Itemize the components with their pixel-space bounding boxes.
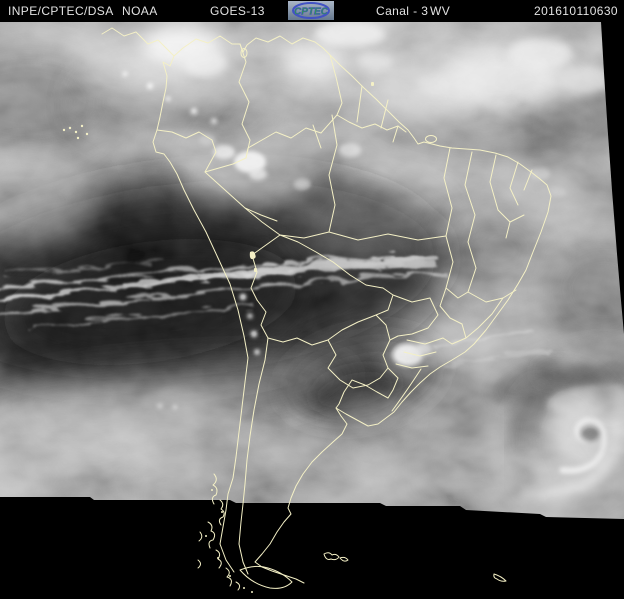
patagonia-islets bbox=[205, 489, 253, 593]
state-ap bbox=[392, 125, 399, 143]
lagoon-line bbox=[391, 368, 422, 412]
lake-poopo bbox=[254, 268, 257, 272]
border-guy-ven bbox=[329, 54, 343, 116]
state-pi-ce bbox=[489, 154, 499, 211]
marajo-island bbox=[425, 135, 437, 143]
state-to-go bbox=[445, 235, 469, 299]
border-chi-arg bbox=[238, 337, 269, 575]
clouds-layer bbox=[0, 18, 624, 594]
map-overlay bbox=[62, 27, 552, 593]
timestamp-label: 201610110630 bbox=[534, 4, 618, 18]
falkland-islands bbox=[323, 552, 349, 562]
south-georgia bbox=[493, 573, 507, 582]
border-bol-par bbox=[327, 314, 377, 341]
cptec-logo: CPTEC bbox=[288, 1, 334, 20]
border-ven-bra bbox=[245, 114, 338, 159]
border-arg-bra bbox=[387, 367, 399, 399]
border-bol-chi bbox=[256, 299, 269, 339]
channel-label: Canal - 3 bbox=[376, 4, 429, 18]
border-guy-sur bbox=[356, 85, 363, 123]
coast-pacific bbox=[101, 27, 249, 573]
border-peru-bol bbox=[250, 234, 281, 301]
border-bol-arg bbox=[267, 337, 329, 346]
coast-atlantic bbox=[173, 35, 552, 584]
cptec-logo-text: CPTEC bbox=[294, 7, 329, 18]
state-ms bbox=[389, 294, 439, 341]
header-bar: INPE/CPTEC/DSA NOAA GOES-13 CPTEC Canal … bbox=[0, 0, 624, 22]
state-am-south bbox=[279, 231, 330, 239]
state-ce-rn bbox=[509, 161, 533, 206]
satellite-image bbox=[0, 18, 624, 594]
state-south bbox=[395, 337, 444, 369]
guri-lake bbox=[371, 82, 374, 86]
state-pa-south bbox=[328, 231, 447, 241]
state-rr bbox=[312, 124, 322, 149]
galapagos-islands bbox=[62, 124, 89, 140]
border-par-arg bbox=[327, 339, 389, 389]
cptec-logo-graphic: CPTEC bbox=[288, 1, 334, 20]
border-uru-arg bbox=[335, 379, 353, 409]
state-ac bbox=[244, 207, 278, 222]
state-go-mg bbox=[439, 287, 463, 325]
agency-label: INPE/CPTEC/DSA bbox=[8, 4, 114, 18]
tierra-del-fuego bbox=[239, 565, 293, 589]
satellite-scene bbox=[0, 18, 624, 594]
noaa-label: NOAA bbox=[122, 4, 158, 18]
border-sur-frg bbox=[380, 99, 389, 129]
space-mask bbox=[0, 22, 624, 594]
border-col-peru bbox=[198, 131, 217, 173]
state-ne-junction bbox=[497, 209, 525, 239]
state-am-pa bbox=[328, 114, 338, 233]
border-ven-col bbox=[238, 43, 251, 159]
border-col-ecu bbox=[156, 129, 200, 139]
state-mg-sp bbox=[442, 297, 504, 345]
state-ba-west bbox=[467, 241, 477, 293]
state-pa-ma bbox=[443, 147, 453, 237]
band-label: WV bbox=[430, 4, 451, 18]
lake-titicaca bbox=[249, 251, 256, 260]
border-bol-bra bbox=[279, 234, 394, 316]
border-col-bra bbox=[204, 157, 247, 173]
border-bra-uru bbox=[351, 379, 389, 399]
state-ma-pi bbox=[464, 151, 476, 243]
satellite-label: GOES-13 bbox=[210, 4, 265, 18]
state-ba-mg bbox=[467, 289, 517, 303]
